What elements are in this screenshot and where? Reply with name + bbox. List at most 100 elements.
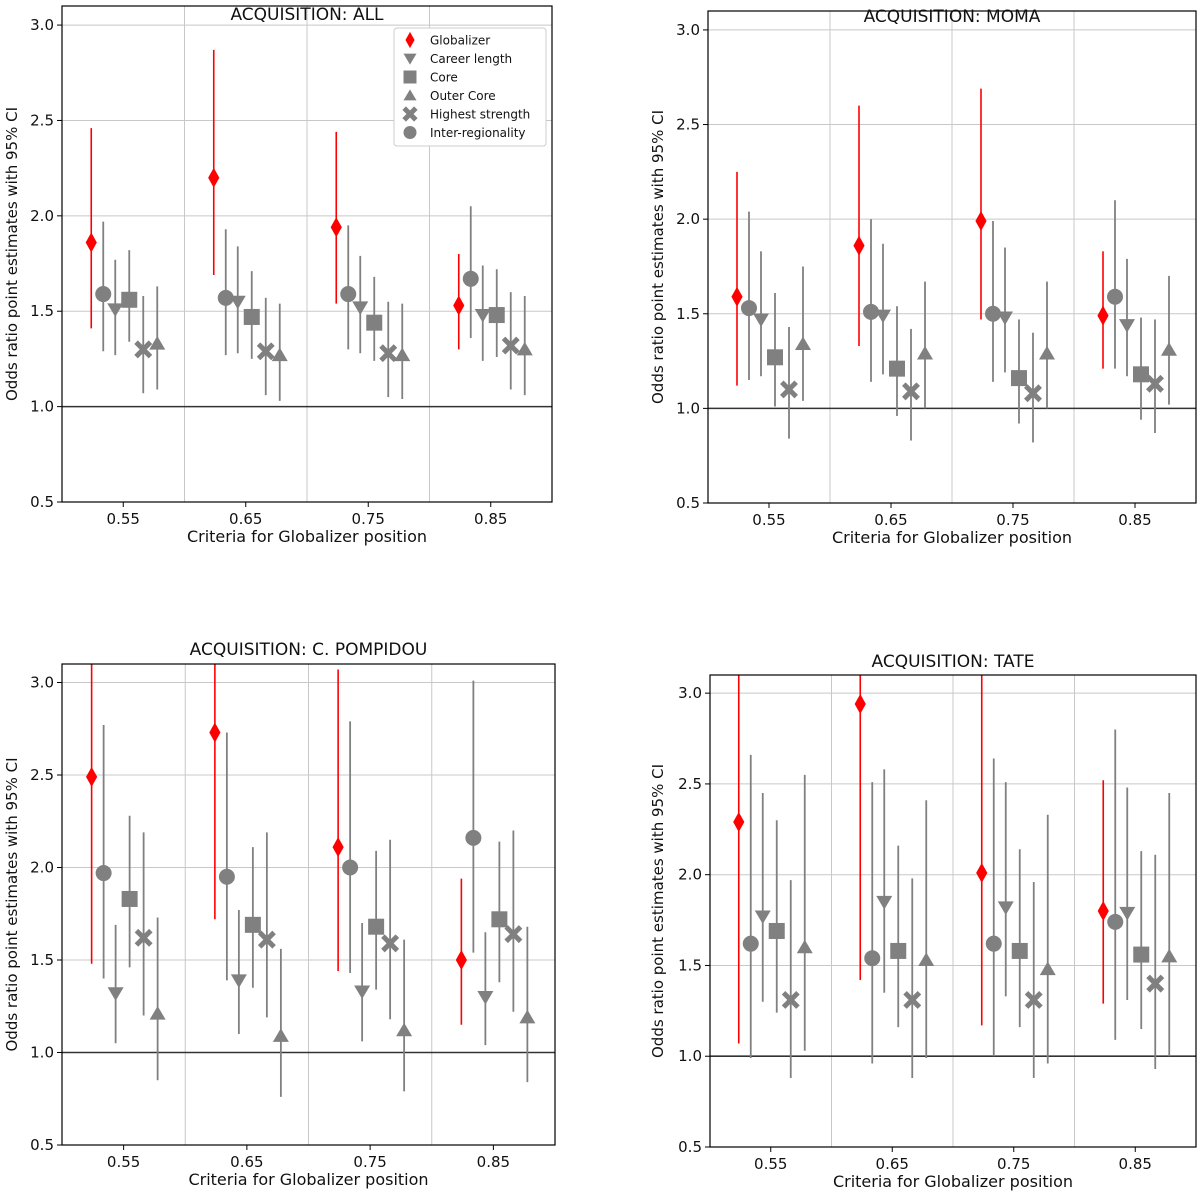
- legend-label-career-length: Career length: [430, 52, 512, 66]
- xtick-label: 0.75: [353, 1153, 386, 1171]
- xtick-label: 0.85: [1119, 1155, 1152, 1173]
- xtick-label: 0.75: [997, 1155, 1030, 1173]
- point-globalizer: [975, 211, 987, 232]
- legend-marker-globalizer: [405, 31, 415, 49]
- point-core: [121, 291, 138, 308]
- point-globalizer: [86, 766, 98, 787]
- point-outer-core: [394, 347, 411, 362]
- point-career-length: [477, 991, 494, 1005]
- xtick-label: 0.75: [352, 510, 385, 528]
- y-axis-label: Odds ratio point estimates with 95% CI: [3, 107, 21, 401]
- x-axis-label: Criteria for Globalizer position: [833, 1172, 1073, 1191]
- point-career-length: [107, 303, 124, 317]
- plot-frame: [61, 663, 556, 1146]
- chart-title: ACQUISITION: MOMA: [864, 7, 1041, 27]
- xtick-label: 0.75: [996, 511, 1029, 529]
- point-globalizer: [731, 286, 743, 307]
- ytick-label: 1.0: [676, 399, 700, 417]
- point-globalizer: [976, 862, 988, 883]
- legend-label-highest-strength: Highest strength: [430, 108, 530, 122]
- xtick-label: 0.65: [230, 1153, 263, 1171]
- point-globalizer: [733, 812, 745, 833]
- point-career-length: [997, 311, 1013, 326]
- xtick-label: 0.65: [874, 511, 907, 529]
- ytick-label: 3.0: [678, 684, 702, 702]
- point-core: [368, 918, 385, 935]
- point-globalizer: [1097, 901, 1109, 921]
- point-outer-core: [272, 1028, 289, 1042]
- point-outer-core: [1161, 342, 1177, 356]
- point-outer-core: [796, 939, 813, 954]
- chart-acquisition-pompidou: 0.5 1.0 1.5 2.0 2.5 3.0 0.55 0.65 0.75 0.85 ACQUIS…: [3, 640, 556, 1189]
- ytick-label: 1.0: [30, 1044, 54, 1062]
- legend-label-core: Core: [430, 71, 458, 85]
- point-inter-regionality: [217, 289, 234, 306]
- xtick-label: 0.55: [107, 1153, 140, 1171]
- ytick-label: 0.5: [678, 1138, 702, 1156]
- ytick-label: 1.0: [30, 398, 54, 416]
- ytick-label: 0.5: [30, 493, 54, 511]
- point-globalizer: [85, 232, 97, 253]
- point-highest-strength: [781, 990, 800, 1009]
- legend-label-globalizer: Globalizer: [430, 34, 490, 48]
- point-career-length: [1119, 319, 1135, 333]
- point-outer-core: [149, 1006, 166, 1020]
- point-highest-strength: [1146, 374, 1164, 393]
- point-globalizer: [209, 722, 221, 743]
- point-career-length: [753, 313, 769, 328]
- point-career-length: [229, 295, 246, 310]
- point-core: [1011, 942, 1028, 959]
- point-outer-core: [516, 341, 533, 356]
- xtick-label: 0.65: [876, 1155, 909, 1173]
- legend-label-outer-core: Outer Core: [430, 89, 496, 103]
- point-globalizer: [854, 694, 866, 715]
- point-globalizer: [455, 950, 467, 970]
- point-highest-strength: [1024, 384, 1042, 403]
- y-axis-label: Odds ratio point estimates with 95% CI: [3, 758, 21, 1052]
- ytick-label: 1.5: [30, 302, 54, 320]
- point-career-length: [354, 985, 371, 1000]
- point-outer-core: [917, 345, 933, 360]
- point-core: [889, 360, 905, 377]
- plot-frame: [709, 674, 1197, 1148]
- ytick-label: 0.5: [676, 494, 700, 512]
- y-axis-label: Odds ratio point estimates with 95% CI: [649, 764, 667, 1058]
- point-highest-strength: [780, 380, 798, 399]
- point-highest-strength: [134, 340, 153, 359]
- point-globalizer: [853, 235, 865, 256]
- xtick-label: 0.85: [477, 1153, 510, 1171]
- xtick-label: 0.65: [229, 510, 262, 528]
- point-core: [1133, 946, 1150, 963]
- ytick-label: 3.0: [30, 16, 54, 34]
- point-inter-regionality: [342, 859, 359, 876]
- point-career-length: [474, 309, 491, 323]
- point-career-length: [1119, 906, 1136, 921]
- point-highest-strength: [134, 928, 153, 947]
- point-inter-regionality: [864, 950, 881, 967]
- point-globalizer: [208, 167, 220, 188]
- point-core: [244, 916, 261, 933]
- point-inter-regionality: [741, 300, 757, 317]
- point-highest-strength: [257, 930, 276, 949]
- point-highest-strength: [381, 934, 400, 953]
- point-inter-regionality: [340, 286, 357, 303]
- ytick-label: 2.5: [30, 111, 54, 129]
- point-outer-core: [519, 1009, 536, 1024]
- point-inter-regionality: [1107, 288, 1123, 305]
- legend-box: [393, 27, 547, 147]
- chart-acquisition-moma: 0.5 1.0 1.5 2.0 2.5 3.0 0.55 0.65 0.75 0.85 ACQUIS…: [649, 7, 1197, 547]
- ytick-label: 2.0: [30, 859, 54, 877]
- point-core: [768, 922, 785, 939]
- ytick-label: 2.5: [30, 766, 54, 784]
- chart-acquisition-all: 0.5 1.0 1.5 2.0 2.5 3.0 0.55 0.65 0.75 0.85 ACQUIS…: [3, 5, 553, 546]
- point-inter-regionality: [95, 865, 112, 882]
- legend-marker-inter-regionality: [403, 126, 417, 139]
- x-axis-label: Criteria for Globalizer position: [832, 528, 1072, 547]
- point-outer-core: [149, 336, 166, 350]
- point-highest-strength: [504, 925, 523, 944]
- ytick-label: 1.0: [678, 1047, 702, 1065]
- point-inter-regionality: [742, 935, 759, 952]
- point-inter-regionality: [985, 305, 1001, 322]
- point-core: [491, 911, 508, 928]
- legend-marker-core: [403, 70, 417, 84]
